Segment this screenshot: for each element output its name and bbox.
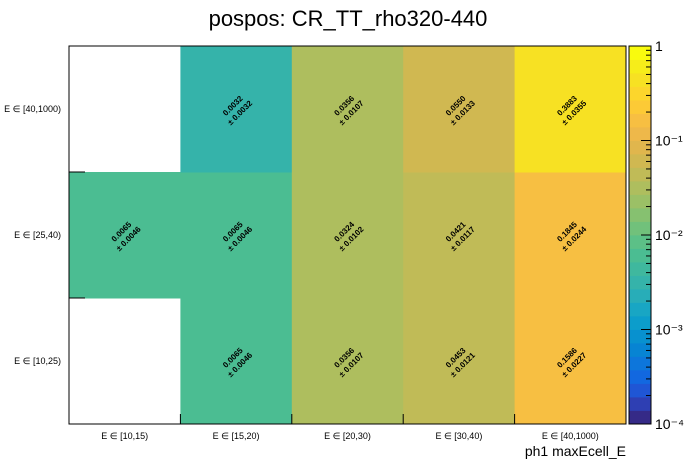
heatmap-cell — [403, 298, 516, 425]
y-tick-label: E ∈ [40,1000) — [4, 104, 61, 114]
colorbar-tick-label: 1 — [655, 38, 663, 54]
x-tick-label: E ∈ [40,1000) — [542, 431, 599, 441]
colorbar-swatch — [629, 410, 651, 425]
colorbar-swatch — [629, 127, 651, 141]
plot-frame — [68, 45, 627, 425]
x-tick-label: E ∈ [10,15) — [101, 431, 148, 441]
x-tick-label: E ∈ [30,40) — [435, 431, 482, 441]
colorbar-swatch — [629, 181, 651, 195]
heatmap-cell — [291, 298, 404, 425]
colorbar-tick-label: 10⁻⁴ — [655, 416, 684, 432]
colorbar-swatch — [629, 154, 651, 168]
colorbar-swatch — [629, 100, 651, 114]
y-tick-label: E ∈ [25,40) — [14, 230, 61, 240]
heatmap-cell — [514, 46, 627, 173]
colorbar-tick-label: 10⁻¹ — [655, 133, 683, 149]
colorbar-tick-label: 10⁻³ — [655, 322, 683, 338]
heatmap-cell — [180, 46, 293, 173]
colorbar-swatch — [629, 59, 651, 74]
colorbar-swatch — [629, 140, 651, 155]
colorbar-swatch — [629, 289, 651, 303]
ticks-layer: E ∈ [10,15) E ∈ [15,20) E ∈ [20,30) E ∈ [30… — [4, 45, 627, 441]
colorbar-swatch — [629, 383, 651, 398]
colorbar-swatch — [629, 248, 651, 263]
colorbar-swatch — [629, 356, 651, 371]
heatmap-cell — [69, 172, 181, 299]
colorbar-swatch — [629, 262, 651, 276]
colorbar-swatch — [629, 343, 651, 357]
heatmap-cell — [514, 298, 627, 425]
heatmap-cell — [180, 172, 293, 299]
heatmap-cell — [180, 298, 293, 425]
heatmap-cell — [514, 172, 627, 299]
colorbar-swatch — [629, 86, 651, 101]
chart-title: pospos: CR_TT_rho320-440 — [209, 6, 488, 31]
heatmap-cell — [403, 172, 516, 299]
colorbar: 1 10⁻¹ 10⁻² 10⁻³ 10⁻⁴ — [628, 38, 684, 432]
cells-layer: 0.0065± 0.0046 0.0356± 0.0107 0.0453± 0.01… — [69, 46, 627, 425]
colorbar-swatch — [629, 235, 651, 249]
x-tick-label: E ∈ [20,30) — [324, 431, 371, 441]
colorbar-swatch — [629, 208, 651, 222]
colorbar-swatch — [629, 397, 651, 411]
colorbar-swatch — [629, 275, 651, 290]
heatmap-cell — [291, 46, 404, 173]
colorbar-swatch — [629, 73, 651, 87]
heatmap-cell — [403, 46, 516, 173]
colorbar-swatch — [629, 194, 651, 209]
colorbar-swatch — [629, 221, 651, 236]
colorbar-swatch — [629, 370, 651, 384]
colorbar-swatch — [629, 329, 651, 344]
colorbar-swatch — [629, 316, 651, 330]
colorbar-swatch — [629, 113, 651, 128]
x-tick-label: E ∈ [15,20) — [213, 431, 260, 441]
colorbar-swatch — [629, 302, 651, 317]
colorbar-swatch — [629, 46, 651, 60]
heatmap-cell — [291, 172, 404, 299]
y-tick-label: E ∈ [10,25) — [14, 356, 61, 366]
colorbar-swatch — [629, 167, 651, 182]
colorbar-tick-label: 10⁻² — [655, 227, 683, 243]
x-axis-title: ph1 maxEcell_E — [525, 443, 626, 459]
